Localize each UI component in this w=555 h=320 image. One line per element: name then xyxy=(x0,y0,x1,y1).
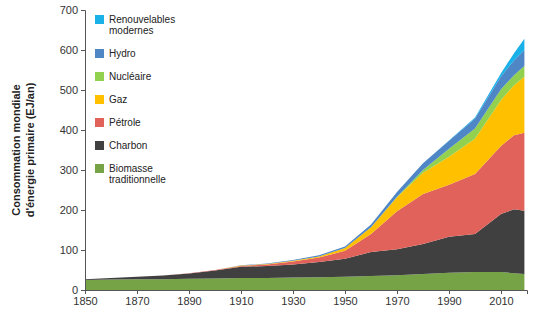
x-tick-label: 1950 xyxy=(333,295,357,307)
y-tick-label: 500 xyxy=(60,84,78,96)
y-axis-title: Consommation mondiale xyxy=(10,84,22,215)
legend: Renouvelables modernes Hydro Nucléaire Gaz P… xyxy=(95,14,178,185)
legend-swatch xyxy=(95,49,104,58)
y-axis: 0 100 200 300 400 500 600 700 xyxy=(60,4,86,296)
y-axis-title: d'énergie primaire (EJ/an) xyxy=(24,82,36,217)
x-tick: 1870 xyxy=(125,290,149,307)
y-tick: 100 xyxy=(60,244,85,256)
y-tick-mark xyxy=(81,90,85,91)
y-tick-mark xyxy=(81,250,85,251)
x-tick: 1890 xyxy=(177,290,201,307)
y-tick: 600 xyxy=(60,44,85,56)
legend-label-line: Renouvelables xyxy=(109,14,178,25)
x-tick-label: 1870 xyxy=(125,295,149,307)
x-tick-label: 1910 xyxy=(229,295,253,307)
x-tick: 1970 xyxy=(385,290,409,307)
y-tick: 400 xyxy=(60,124,85,136)
x-tick: 2010 xyxy=(489,290,513,307)
legend-label-line: Pétrole xyxy=(109,117,141,128)
x-tick-mark xyxy=(293,290,294,294)
legend-label: Pétrole xyxy=(109,117,141,128)
x-tick-label: 1890 xyxy=(177,295,201,307)
x-tick-mark xyxy=(241,290,242,294)
chart-container: 1850 1870 1890 1910 1930 1950 1970 1990 2010 0 100… xyxy=(0,0,555,320)
y-tick-label: 600 xyxy=(60,44,78,56)
y-tick-label: 0 xyxy=(72,284,78,296)
x-tick-mark xyxy=(449,290,450,294)
y-tick-mark xyxy=(81,130,85,131)
x-tick-label: 1850 xyxy=(73,295,97,307)
legend-label-line: traditionnelle xyxy=(109,174,166,185)
legend-label-line: Nucléaire xyxy=(109,71,152,82)
y-tick: 500 xyxy=(60,84,85,96)
x-tick-label: 1990 xyxy=(437,295,461,307)
legend-label-line: Gaz xyxy=(109,94,127,105)
legend-label-line: Charbon xyxy=(109,140,147,151)
legend-label: Biomasse traditionnelle xyxy=(109,163,166,185)
legend-label: Nucléaire xyxy=(109,71,152,82)
x-axis: 1850 1870 1890 1910 1930 1950 1970 1990 2010 xyxy=(73,290,527,307)
legend-swatch xyxy=(95,118,104,127)
legend-swatch xyxy=(95,72,104,81)
legend-label: Renouvelables modernes xyxy=(109,14,178,36)
legend-swatch xyxy=(95,141,104,150)
x-tick: 1950 xyxy=(333,290,357,307)
legend-label-line: modernes xyxy=(109,25,153,36)
area-series xyxy=(85,66,524,279)
area-series xyxy=(85,50,524,279)
y-tick: 0 xyxy=(72,284,85,296)
y-axis-line xyxy=(81,11,86,291)
y-tick-label: 700 xyxy=(60,4,78,16)
x-axis-line xyxy=(86,291,528,295)
x-tick-label: 1970 xyxy=(385,295,409,307)
y-tick-mark xyxy=(81,290,85,291)
y-tick-mark xyxy=(81,50,85,51)
x-tick-mark xyxy=(189,290,190,294)
legend-label-line: Hydro xyxy=(109,48,136,59)
area-series xyxy=(85,77,524,279)
x-tick-mark xyxy=(501,290,502,294)
x-tick-label: 1930 xyxy=(281,295,305,307)
legend-label-line: Biomasse xyxy=(109,163,156,174)
y-tick-label: 400 xyxy=(60,124,78,136)
legend-swatch xyxy=(95,15,104,24)
legend-label: Gaz xyxy=(109,94,127,105)
x-tick: 1930 xyxy=(281,290,305,307)
areas xyxy=(85,39,524,290)
y-tick-mark xyxy=(81,10,85,11)
x-tick-mark xyxy=(345,290,346,294)
y-tick-label: 100 xyxy=(60,244,78,256)
y-tick: 200 xyxy=(60,204,85,216)
y-tick-label: 200 xyxy=(60,204,78,216)
y-tick: 700 xyxy=(60,4,85,16)
legend-swatch xyxy=(95,95,104,104)
chart-svg: 1850 1870 1890 1910 1930 1950 1970 1990 2010 0 100… xyxy=(0,0,555,320)
y-tick-label: 300 xyxy=(60,164,78,176)
y-tick-mark xyxy=(81,210,85,211)
legend-swatch xyxy=(95,164,104,173)
x-tick: 1990 xyxy=(437,290,461,307)
y-tick: 300 xyxy=(60,164,85,176)
x-tick-mark xyxy=(397,290,398,294)
x-tick-label: 2010 xyxy=(489,295,513,307)
legend-label: Charbon xyxy=(109,140,147,151)
y-tick-mark xyxy=(81,170,85,171)
area-series xyxy=(85,39,524,279)
legend-label: Hydro xyxy=(109,48,136,59)
x-tick: 1910 xyxy=(229,290,253,307)
x-tick-mark xyxy=(137,290,138,294)
